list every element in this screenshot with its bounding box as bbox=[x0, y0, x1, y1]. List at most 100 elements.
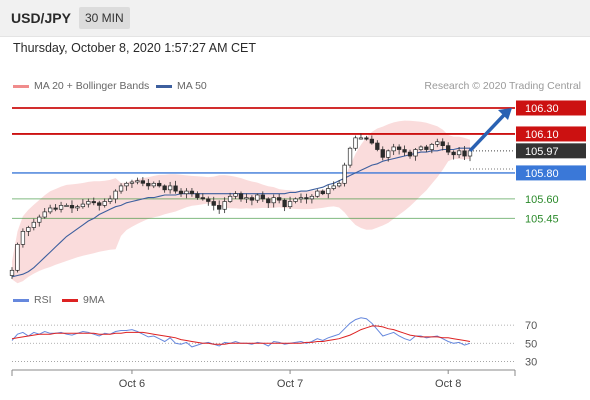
candle-body bbox=[167, 185, 173, 191]
candle-body bbox=[42, 211, 47, 218]
rsi-ma-line bbox=[11, 325, 471, 345]
candle-body bbox=[31, 221, 36, 228]
candle-body bbox=[118, 185, 124, 192]
candle-body bbox=[162, 185, 167, 191]
candle-body bbox=[440, 141, 445, 146]
level-tag-106-30 bbox=[516, 100, 586, 116]
candle-body bbox=[462, 150, 467, 157]
forecast-arrow-head bbox=[498, 107, 512, 120]
candle-body bbox=[211, 201, 216, 206]
timeframe-button[interactable]: 30 MIN bbox=[79, 7, 130, 29]
candle-body bbox=[222, 201, 227, 210]
candle-body bbox=[260, 194, 265, 200]
candle-body bbox=[107, 198, 113, 202]
candle-body bbox=[386, 150, 391, 158]
candle-body bbox=[9, 269, 15, 276]
candle-body bbox=[369, 138, 375, 144]
candle-body bbox=[326, 188, 331, 195]
x-tick-label-oct-6: Oct 6 bbox=[119, 378, 145, 390]
legend-label-ma20: MA 20 + Bollinger Bands bbox=[34, 80, 150, 92]
legend-item-9ma: 9MA bbox=[62, 294, 105, 306]
candle-body bbox=[113, 190, 118, 200]
rsi-level-label-30: 30 bbox=[525, 356, 537, 368]
x-tick-label-oct-7: Oct 7 bbox=[277, 378, 303, 390]
candle-body bbox=[249, 197, 255, 201]
candle-body bbox=[97, 202, 102, 206]
candle-body bbox=[20, 231, 26, 245]
candle-body bbox=[69, 205, 75, 209]
candle-body bbox=[58, 205, 64, 210]
candle-body bbox=[48, 207, 53, 213]
level-label-105-60: 105.60 bbox=[525, 194, 559, 206]
legend-item-ma50: MA 50 bbox=[156, 80, 207, 92]
candle-body bbox=[277, 197, 282, 201]
candle-body bbox=[244, 197, 249, 200]
candle-body bbox=[255, 194, 260, 201]
candle-body bbox=[342, 164, 347, 184]
candle-body bbox=[178, 190, 184, 195]
candle-body bbox=[64, 205, 69, 207]
candle-body bbox=[75, 206, 80, 209]
legend-label-ma50: MA 50 bbox=[177, 80, 207, 92]
level-label-105-45: 105.45 bbox=[525, 213, 559, 225]
candle-body bbox=[353, 137, 358, 149]
candle-body bbox=[195, 193, 200, 198]
legend-swatch-rsi bbox=[13, 298, 29, 302]
candle-body bbox=[413, 149, 418, 157]
candle-body bbox=[315, 190, 320, 197]
legend-label-rsi: RSI bbox=[34, 294, 52, 306]
bollinger-band bbox=[12, 120, 470, 284]
symbol-label: USD/JPY bbox=[11, 10, 71, 26]
candle-body bbox=[173, 185, 178, 192]
candle-body bbox=[451, 151, 456, 156]
candle-body bbox=[298, 197, 304, 200]
candle-body bbox=[391, 146, 396, 152]
datetime-label: Thursday, October 8, 2020 1:57:27 AM CET bbox=[13, 41, 256, 55]
legend-swatch-9ma bbox=[62, 298, 78, 302]
credit-text: Research © 2020 Trading Central bbox=[424, 80, 581, 92]
candle-body bbox=[129, 181, 135, 184]
candle-body bbox=[184, 190, 189, 195]
level-label-105-80: 105.80 bbox=[525, 168, 559, 180]
candle-body bbox=[396, 146, 402, 150]
candle-body bbox=[287, 201, 293, 208]
legend-label-9ma: 9MA bbox=[83, 294, 105, 306]
candle-body bbox=[271, 197, 276, 204]
candle-body bbox=[375, 142, 380, 150]
candle-body bbox=[15, 243, 20, 271]
candle-body bbox=[80, 203, 86, 208]
candle-body bbox=[146, 182, 151, 187]
x-tick-label-oct-8: Oct 8 bbox=[435, 378, 461, 390]
candle-body bbox=[435, 141, 440, 145]
level-label-105-97: 105.97 bbox=[525, 146, 559, 158]
candle-body bbox=[206, 198, 211, 202]
candle-body bbox=[304, 197, 309, 200]
candle-body bbox=[331, 185, 336, 189]
legend-item-ma20: MA 20 + Bollinger Bands bbox=[13, 80, 149, 92]
header-bar: USD/JPY 30 MIN bbox=[0, 0, 590, 37]
candle-body bbox=[53, 207, 58, 210]
level-label-106-10: 106.10 bbox=[525, 129, 559, 141]
candle-body bbox=[446, 145, 451, 153]
candle-body bbox=[266, 198, 271, 204]
candle-body bbox=[407, 151, 413, 157]
candle-body bbox=[293, 198, 298, 202]
level-label-106-30: 106.30 bbox=[525, 103, 559, 115]
candle-body bbox=[336, 182, 342, 187]
candle-body bbox=[217, 205, 222, 210]
candle-body bbox=[424, 146, 429, 150]
candle-body bbox=[456, 150, 462, 156]
forecast-arrow-shaft bbox=[468, 113, 506, 153]
candle-body bbox=[86, 201, 91, 205]
candle-body bbox=[151, 182, 156, 187]
candle-body bbox=[91, 201, 96, 204]
candle-body bbox=[140, 180, 146, 184]
legend-item-rsi: RSI bbox=[13, 294, 52, 306]
rsi-level-label-70: 70 bbox=[525, 320, 537, 332]
candle-body bbox=[157, 182, 162, 187]
candle-body bbox=[364, 137, 369, 140]
level-tag-106-10 bbox=[516, 126, 586, 142]
candle-body bbox=[282, 199, 287, 208]
level-tag-105-97 bbox=[516, 143, 586, 159]
